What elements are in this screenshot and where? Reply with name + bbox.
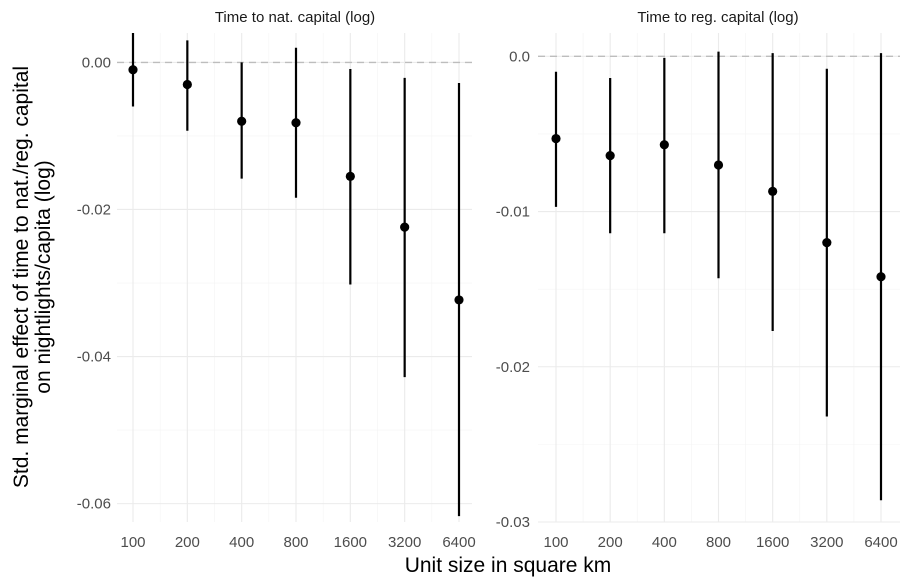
y-axis-title-line-2: on nightlights/capita (log) bbox=[32, 160, 55, 393]
x-tick-label: 800 bbox=[706, 534, 731, 551]
x-axis-title: Unit size in square km bbox=[405, 554, 612, 577]
panel-plot-area: 0.0 -0.01 -0.02 -0.03 100 200 400 800 1600 3200 64… bbox=[496, 33, 900, 551]
x-tick-label: 200 bbox=[598, 534, 623, 551]
x-tick-label: 100 bbox=[120, 534, 145, 551]
y-tick-label: -0.04 bbox=[77, 349, 111, 366]
estimate-point bbox=[291, 118, 301, 128]
y-tick-label: -0.02 bbox=[496, 359, 530, 376]
x-tick-label: 6400 bbox=[864, 534, 897, 551]
estimate-point bbox=[551, 133, 561, 144]
x-tick-label: 3200 bbox=[810, 534, 843, 551]
panel-regional-capital: Time to reg. capital (log) 0.0 -0.01 -0.02… bbox=[496, 9, 900, 551]
y-axis-title-line-1: Std. marginal effect of time to nat./reg… bbox=[10, 66, 33, 488]
y-tick-label: -0.03 bbox=[496, 514, 530, 531]
estimate-point bbox=[822, 237, 832, 248]
estimate-point bbox=[345, 171, 355, 181]
panel-title-regional-capital: Time to reg. capital (log) bbox=[637, 9, 798, 26]
x-tick-label: 200 bbox=[175, 534, 200, 551]
estimate-point bbox=[876, 272, 886, 282]
x-tick-label: 1600 bbox=[334, 534, 367, 551]
x-tick-label: 6400 bbox=[442, 534, 475, 551]
estimate-point bbox=[454, 295, 464, 305]
x-tick-label: 100 bbox=[543, 534, 568, 551]
estimate-point bbox=[605, 151, 615, 161]
estimate-point bbox=[713, 160, 724, 170]
estimate-point bbox=[768, 186, 778, 196]
estimate-point bbox=[182, 79, 192, 90]
y-tick-label: 0.00 bbox=[82, 54, 111, 71]
panel-plot-area: 0.00 -0.02 -0.04 -0.06 100 200 400 800 1600 3200 6… bbox=[77, 33, 476, 551]
x-tick-label: 400 bbox=[652, 534, 677, 551]
y-tick-label: 0.0 bbox=[509, 48, 530, 65]
estimate-point bbox=[237, 116, 247, 126]
y-tick-label: -0.02 bbox=[77, 201, 111, 218]
x-tick-label: 1600 bbox=[756, 534, 789, 551]
estimate-point bbox=[659, 140, 669, 150]
panel-title-national-capital: Time to nat. capital (log) bbox=[215, 9, 375, 26]
panel-national-capital: Time to nat. capital (log) 0.00 -0.02 -0.0… bbox=[77, 9, 476, 551]
x-tick-label: 400 bbox=[229, 534, 254, 551]
x-tick-label: 800 bbox=[283, 534, 308, 551]
x-tick-label: 3200 bbox=[388, 534, 421, 551]
estimate-point bbox=[400, 222, 410, 232]
estimate-point bbox=[128, 65, 138, 75]
y-tick-label: -0.01 bbox=[496, 204, 530, 221]
y-tick-label: -0.06 bbox=[77, 496, 111, 513]
